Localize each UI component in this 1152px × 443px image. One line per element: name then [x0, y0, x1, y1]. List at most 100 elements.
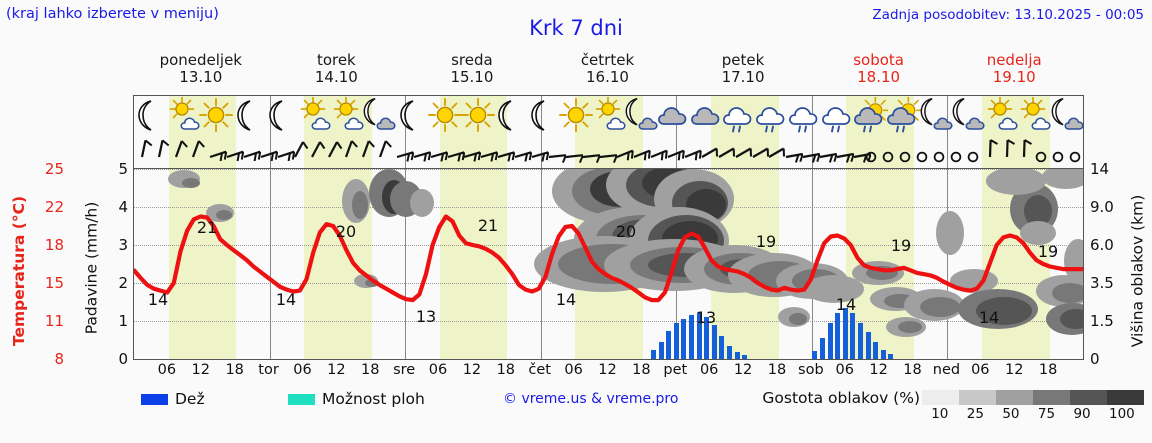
- wind-barb: [380, 135, 414, 168]
- cloudheight-tick-3: 3.5: [1090, 274, 1114, 292]
- forecast-chart[interactable]: 142114201321142013191419141916: [133, 95, 1084, 360]
- day-separator: [676, 135, 678, 168]
- wind-barb: [769, 135, 805, 168]
- temperature-label: 21: [477, 216, 499, 235]
- weather-icon-cloud-rain: [820, 97, 856, 134]
- rain-bar: [681, 319, 687, 359]
- x-tick-label: 18: [225, 362, 244, 378]
- wind-barb: [515, 135, 550, 168]
- day-name: sreda: [451, 51, 493, 69]
- wind-calm-marker: [854, 135, 888, 168]
- wind-barb: [532, 135, 568, 168]
- temperature-label: 14: [275, 290, 297, 309]
- temperature-tick-0: 25: [44, 160, 64, 178]
- weather-icon-cloud: [689, 97, 725, 134]
- cloud-density-step-25: [959, 390, 996, 405]
- day-name: nedelja: [986, 51, 1042, 69]
- weather-icon-moon-cloud: [918, 97, 954, 134]
- wind-barb: [803, 135, 838, 168]
- cloud-density-step-100: [1107, 390, 1144, 405]
- page-title: Krk 7 dni: [529, 16, 623, 40]
- day-header-nedelja: nedelja 19.10: [946, 52, 1082, 86]
- x-tick-label-day: sob: [798, 362, 824, 378]
- rain-bar: [857, 322, 863, 359]
- temperature-label: 14: [555, 290, 577, 309]
- cloud-density-tick: 25: [966, 406, 984, 422]
- cloud-density-legend-label: Gostota oblakov (%): [762, 389, 920, 407]
- weather-icon-moon-cloud: [623, 97, 659, 134]
- day-date: 14.10: [314, 68, 358, 86]
- wind-barb: [278, 135, 312, 168]
- x-tick-label: 12: [462, 362, 482, 378]
- rain-legend-swatch: [141, 394, 168, 405]
- temperature-label: 13: [695, 308, 717, 327]
- day-separator: [269, 169, 271, 359]
- temperature-label: 21: [196, 218, 218, 237]
- day-separator: [540, 96, 542, 135]
- precipitation-tick-5: 0: [118, 350, 128, 368]
- wind-barb: [651, 135, 685, 168]
- precipitation-tick-2: 3: [118, 236, 128, 254]
- x-tick-label: 18: [903, 362, 922, 378]
- copyright-label: © vreme.us & vreme.pro: [503, 391, 679, 407]
- x-tick-label: 18: [361, 362, 380, 378]
- rain-bar: [651, 349, 657, 359]
- wind-barb: [261, 135, 296, 168]
- weather-icon-sun-cloud-rain: [885, 96, 923, 134]
- x-tick-label: 12: [598, 362, 617, 378]
- weather-icon-sun-cloud: [983, 96, 1019, 134]
- temperature-label: 20: [615, 222, 637, 241]
- chart-legend: Dež Možnost ploh © vreme.us & vreme.pro …: [133, 386, 1152, 426]
- day-name: ponedeljek: [159, 51, 242, 69]
- temperature-tick-1: 22: [44, 198, 64, 216]
- weather-icon-cloud: [656, 97, 692, 134]
- wind-barb: [668, 135, 702, 168]
- wind-barb: [752, 135, 786, 168]
- weather-icon-band: [133, 95, 1084, 135]
- wind-calm-marker: [1058, 135, 1083, 168]
- x-tick-label: 18: [767, 362, 787, 378]
- temperature-tick-2: 18: [44, 236, 64, 254]
- wind-barb: [973, 135, 1007, 168]
- weather-icon-sun: [427, 97, 463, 134]
- day-header-sreda: sreda 15.10: [404, 52, 540, 86]
- cloud-density-tick: 100: [1109, 406, 1135, 422]
- wind-barb: [227, 135, 262, 168]
- cloud-density-tick: 50: [1002, 406, 1020, 422]
- rain-legend-label: Dež: [175, 390, 205, 408]
- rain-bar: [842, 307, 848, 359]
- wind-barb: [176, 135, 210, 168]
- temperature-label: 19: [890, 236, 912, 255]
- day-separator: [947, 96, 949, 135]
- weather-icon-moon: [134, 97, 168, 134]
- x-tick-label-day: tor: [258, 362, 279, 378]
- weather-icon-moon-cloud: [950, 97, 986, 134]
- cloudheight-tick-5: 0: [1090, 350, 1100, 368]
- temperature-tick-4: 11: [44, 312, 64, 330]
- rain-bar: [696, 313, 702, 359]
- temperature-tick-labels: 25 22 18 15 11 8: [34, 95, 64, 375]
- day-name: sobota: [853, 51, 904, 69]
- wind-calm-marker: [1024, 135, 1058, 168]
- temperature-curve: [134, 169, 1083, 359]
- x-tick-label: 06: [699, 362, 719, 378]
- day-separator: [405, 135, 407, 168]
- day-date: 17.10: [721, 68, 765, 86]
- rain-bar: [719, 336, 725, 359]
- day-name: četrtek: [580, 51, 635, 69]
- day-header-sobota: sobota 18.10: [811, 52, 947, 86]
- day-name: petek: [721, 51, 765, 69]
- graph-plot-area[interactable]: 142114201321142013191419141916: [133, 168, 1084, 360]
- x-tick-label: 12: [869, 362, 888, 378]
- weather-icon-sun-cloud: [329, 96, 365, 134]
- precipitation-tick-3: 2: [118, 274, 128, 292]
- rain-bar: [704, 317, 710, 359]
- weather-icon-sun-cloud: [296, 96, 332, 134]
- wind-barb: [134, 135, 159, 168]
- wind-barb: [498, 135, 533, 168]
- weather-icon-moon: [263, 97, 299, 134]
- weather-icon-moon: [231, 97, 267, 134]
- daylight-band: [439, 169, 508, 359]
- wind-barb: [193, 135, 228, 168]
- showers-legend-swatch: [288, 394, 315, 405]
